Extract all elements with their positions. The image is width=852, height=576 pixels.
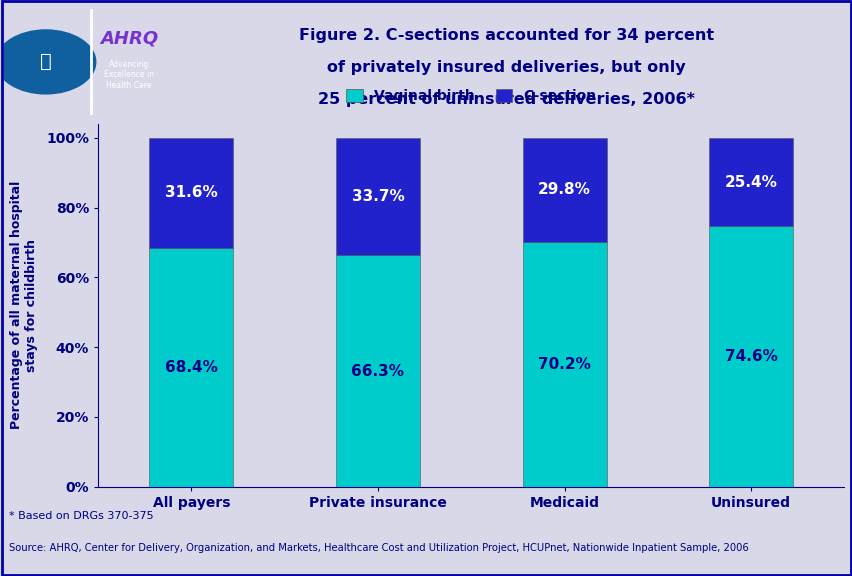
Text: Source: AHRQ, Center for Delivery, Organization, and Markets, Healthcare Cost an: Source: AHRQ, Center for Delivery, Organ…	[9, 543, 747, 553]
Text: 33.7%: 33.7%	[351, 189, 404, 204]
Bar	[336, 255, 419, 487]
Text: Figure 2. C-sections accounted for 34 percent: Figure 2. C-sections accounted for 34 pe…	[299, 28, 713, 43]
Text: 25.4%: 25.4%	[724, 175, 777, 190]
Text: 31.6%: 31.6%	[164, 185, 217, 200]
Circle shape	[0, 30, 95, 94]
Bar	[149, 138, 233, 248]
Legend: Vaginal birth, C-section: Vaginal birth, C-section	[340, 84, 602, 109]
Bar	[336, 138, 419, 255]
Text: * Based on DRGs 370-375: * Based on DRGs 370-375	[9, 511, 153, 521]
Bar	[708, 226, 792, 487]
Text: 66.3%: 66.3%	[351, 363, 404, 378]
Text: 🦅: 🦅	[40, 52, 52, 71]
Y-axis label: Percentage of all maternal hospital
stays for childbirth: Percentage of all maternal hospital stay…	[9, 181, 37, 429]
Text: 74.6%: 74.6%	[724, 349, 777, 364]
Text: AHRQ: AHRQ	[100, 29, 158, 47]
Text: 70.2%: 70.2%	[538, 357, 590, 372]
Text: 25 percent of uninsured deliveries, 2006*: 25 percent of uninsured deliveries, 2006…	[318, 92, 694, 107]
Bar	[522, 242, 606, 487]
Text: of privately insured deliveries, but only: of privately insured deliveries, but onl…	[327, 60, 685, 75]
Text: 29.8%: 29.8%	[538, 182, 590, 198]
Bar	[708, 138, 792, 226]
Bar	[149, 248, 233, 487]
Bar	[522, 138, 606, 242]
Text: Advancing
Excellence in
Health Care: Advancing Excellence in Health Care	[104, 60, 154, 90]
Text: 68.4%: 68.4%	[164, 360, 217, 375]
